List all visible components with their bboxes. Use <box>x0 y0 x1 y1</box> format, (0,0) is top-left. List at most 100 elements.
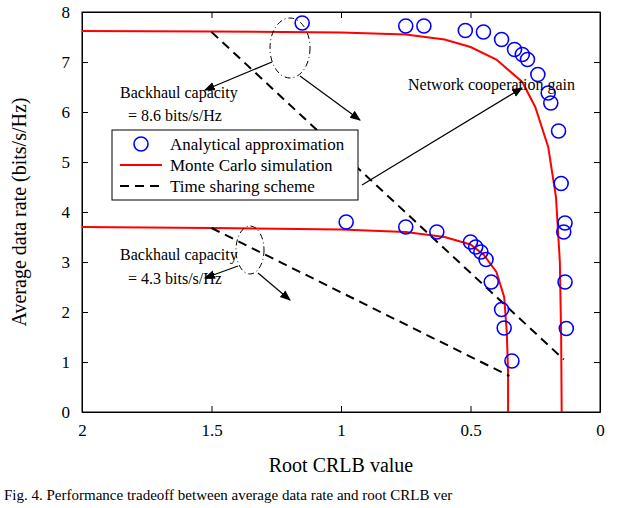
x-axis-top-tick-mark <box>212 12 213 18</box>
series-marker <box>497 321 511 335</box>
y-axis-tick: 4 <box>62 203 89 222</box>
series-marker <box>495 33 509 47</box>
y-axis-right-tick-mark <box>594 162 600 163</box>
y-axis-tick: 7 <box>62 53 89 72</box>
y-axis-right-tick <box>594 162 600 163</box>
series-marker <box>458 24 472 38</box>
annotation-line: Network cooperation gain <box>408 76 575 94</box>
y-axis-tick-label: 7 <box>62 53 71 72</box>
series-marker <box>399 19 413 33</box>
y-axis-tick-label: 6 <box>62 103 71 122</box>
y-axis-tick-mark <box>82 312 88 313</box>
x-axis-tick-label: 0.5 <box>460 421 481 440</box>
chart: 21.510.50012345678Root CRLB valueAverage… <box>0 0 640 508</box>
series-marker <box>544 96 558 110</box>
x-axis-tick-mark <box>212 406 213 412</box>
annotation-ellipse <box>270 18 310 78</box>
legend-box <box>112 130 358 200</box>
annotation-line: = 4.3 bits/s/Hz <box>128 270 222 287</box>
y-axis-tick-label: 0 <box>62 403 71 422</box>
legend-symbol <box>134 137 148 151</box>
x-axis-top <box>83 12 601 18</box>
annotation: Backhaul capacity = 8.6 bits/s/Hz <box>120 84 238 124</box>
y-axis-right-tick <box>594 112 600 113</box>
y-axis-right-tick <box>594 312 600 313</box>
x-axis-top-tick <box>471 12 472 18</box>
y-axis-right-tick-mark <box>594 412 600 413</box>
legend-label: Time sharing scheme <box>170 177 315 196</box>
annotation-arrow <box>300 76 360 120</box>
series-marker <box>495 303 509 317</box>
y-axis-right-tick-mark <box>594 262 600 263</box>
annotation-line: Backhaul capacity <box>120 84 238 102</box>
annotation-arrow <box>205 62 272 90</box>
series-marker <box>484 275 498 289</box>
series-marker <box>505 354 519 368</box>
caption: Fig. 4. Performance tradeoff between ave… <box>4 487 452 503</box>
y-axis-right-tick <box>594 62 600 63</box>
y-axis-tick: 8 <box>62 3 89 22</box>
y-axis: 0 1 2 3 4 5 6 7 8 <box>62 3 89 422</box>
y-axis-tick: 0 <box>62 403 89 422</box>
y-axis-tick-mark <box>82 412 88 413</box>
y-axis-tick-label: 3 <box>62 253 71 272</box>
y-axis-tick-mark <box>82 12 88 13</box>
legend-label: Analytical approximation <box>170 135 345 154</box>
series-marker <box>558 275 572 289</box>
y-axis-right-tick <box>594 212 600 213</box>
y-axis-tick-label: 8 <box>62 3 71 22</box>
y-axis-tick: 6 <box>62 103 89 122</box>
legend-symbol <box>120 185 162 187</box>
series-marker <box>554 177 568 191</box>
y-axis-right-tick-mark <box>594 312 600 313</box>
x-axis-title: Root CRLB value <box>269 454 414 476</box>
series-line <box>82 227 508 412</box>
series-marker <box>520 53 534 67</box>
legend: Analytical approximation Monte Carlo simu… <box>112 130 358 200</box>
x-axis: 21.510.50 <box>78 406 605 440</box>
y-axis-tick-label: 5 <box>62 153 71 172</box>
y-axis-tick-mark <box>82 212 88 213</box>
x-axis-tick-label: 1.5 <box>201 421 222 440</box>
annotation-ellipse <box>236 226 264 274</box>
x-axis-tick-label: 0 <box>596 421 605 440</box>
y-axis-tick: 3 <box>62 253 89 272</box>
plot-frame <box>82 12 600 412</box>
annotation: Backhaul capacity = 4.3 bits/s/Hz <box>120 246 238 287</box>
series-marker <box>559 322 573 336</box>
y-axis-tick-label: 1 <box>62 353 71 372</box>
y-axis-tick-mark <box>82 62 88 63</box>
y-axis-right-tick <box>594 12 600 13</box>
annotation-line: Backhaul capacity <box>120 246 238 264</box>
y-axis-title: Average data rate (bits/s/Hz) <box>8 98 31 327</box>
y-axis-right-tick <box>594 412 600 413</box>
y-axis-tick-mark <box>82 112 88 113</box>
y-axis-tick: 5 <box>62 153 89 172</box>
series-marker <box>339 215 353 229</box>
y-axis-right-tick <box>594 362 600 363</box>
series-marker <box>295 16 309 30</box>
y-axis-right-tick-mark <box>594 112 600 113</box>
series-marker <box>479 253 493 267</box>
legend-label: Monte Carlo simulation <box>170 156 333 175</box>
series-marker <box>476 25 490 39</box>
y-axis-tick: 2 <box>62 303 89 322</box>
annotation-line: = 8.6 bits/s/Hz <box>128 107 222 124</box>
y-axis-tick: 1 <box>62 353 89 372</box>
annotation-arrow <box>205 266 238 278</box>
y-axis-tick-label: 2 <box>62 303 71 322</box>
series-marker <box>399 220 413 234</box>
series-line <box>212 228 510 376</box>
series-marker <box>430 225 444 239</box>
x-axis-top-tick-mark <box>341 12 342 18</box>
x-axis-tick-mark <box>471 406 472 412</box>
y-axis-right-tick-mark <box>594 212 600 213</box>
y-axis-tick-mark <box>82 162 88 163</box>
x-axis-line <box>83 412 601 413</box>
legend-symbol <box>120 164 162 166</box>
y-axis-tick-mark <box>82 362 88 363</box>
y-axis-right <box>594 13 601 413</box>
x-axis-tick: 1.5 <box>201 406 222 440</box>
x-axis-tick: 1 <box>337 406 346 440</box>
series-marker <box>557 225 571 239</box>
